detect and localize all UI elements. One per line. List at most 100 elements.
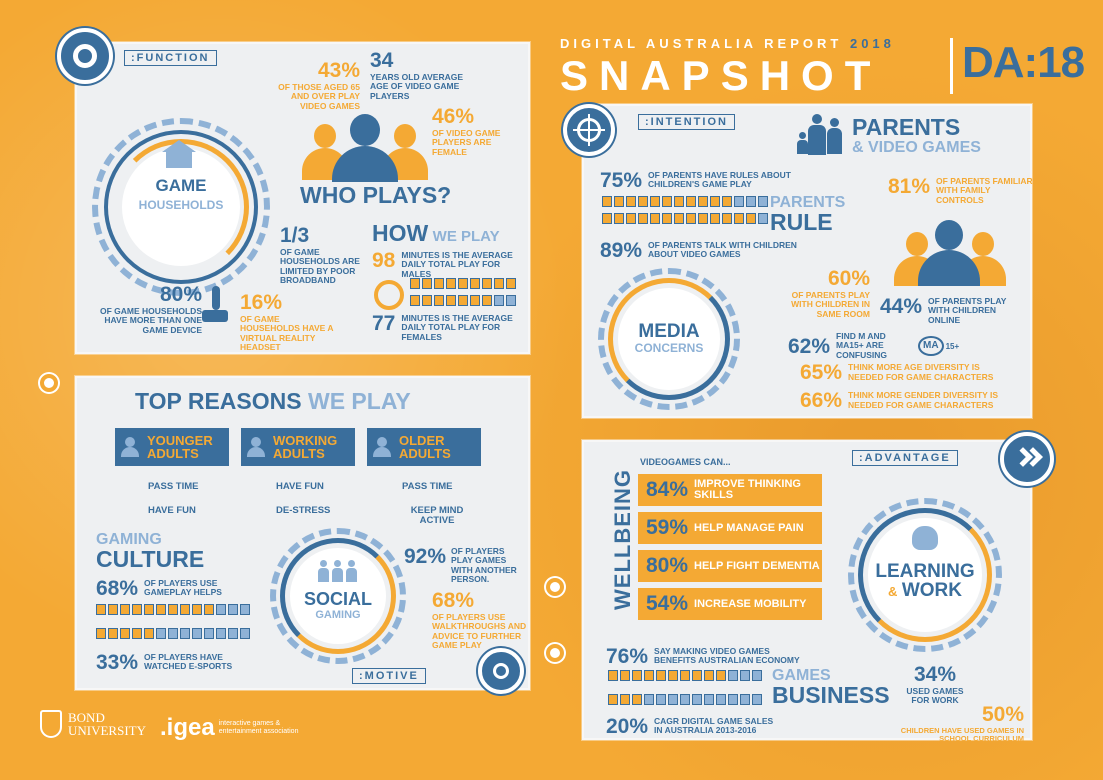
game-households-line1: GAME <box>155 176 207 195</box>
stat-43-value: 43% <box>317 59 360 82</box>
stat-66-value: 66% <box>800 389 843 412</box>
stat-89: 89% OF PARENTS TALK WITH CHILDREN ABOUT … <box>600 240 808 261</box>
joystick-icon <box>202 286 228 326</box>
people-icon <box>300 112 430 182</box>
gaming-culture-a: GAMING <box>96 531 162 548</box>
younger-reason-1: PASS TIME <box>148 481 199 492</box>
stat-68a: 68% OF PLAYERS USE GAMEPLAY HELPS <box>96 578 240 599</box>
ma-icon: MA <box>918 336 944 357</box>
stat-76: 76% SAY MAKING VIDEO GAMES BENEFITS AUST… <box>606 646 814 667</box>
thinking-pct: 84% <box>646 478 689 501</box>
report-title: SNAPSHOT <box>560 52 882 99</box>
females-bar <box>410 295 516 306</box>
shield-icon <box>40 710 62 738</box>
parents-heading-a: PARENTS <box>852 114 961 140</box>
medal-icon <box>478 648 524 694</box>
stat-1-3-value: 1/3 <box>280 224 310 247</box>
stat-68a-text: OF PLAYERS USE GAMEPLAY HELPS <box>144 578 222 598</box>
working-reason-1: HAVE FUN <box>276 481 324 492</box>
dementia-text: HELP FIGHT DEMENTIA <box>694 559 820 572</box>
stat-77-text: MINUTES IS THE AVERAGE DAILY TOTAL PLAY … <box>401 313 513 342</box>
stat-44-value: 44% <box>880 295 923 318</box>
stat-76-text: SAY MAKING VIDEO GAMES BENEFITS AUSTRALI… <box>654 646 800 666</box>
younger-label-b: ADULTS <box>147 446 199 461</box>
bond-text-b: UNIVERSITY <box>68 723 146 738</box>
media-label-b: CONCERNS <box>634 341 704 355</box>
mobility-pct: 54% <box>646 592 689 615</box>
younger-adults-box: YOUNGER ADULTS <box>115 428 229 466</box>
social-gaming-label: SOCIAL GAMING <box>290 590 386 622</box>
ma-suffix: 15+ <box>945 341 960 351</box>
parents-video-games-heading: PARENTS & VIDEO GAMES <box>852 116 981 157</box>
stat-60-text: OF PARENTS PLAY WITH CHILDREN IN SAME RO… <box>791 290 870 319</box>
stat-80-text: OF GAME HOUSEHOLDS HAVE MORE THAN ONE GA… <box>99 306 202 335</box>
dementia-pct: 80% <box>646 554 689 577</box>
parents-rule-a: PARENTS <box>770 194 846 211</box>
stat-68a-value: 68% <box>96 577 139 600</box>
stat-80: 80% OF GAME HOUSEHOLDS HAVE MORE THAN ON… <box>82 284 202 335</box>
stat-46: 46% OF VIDEO GAME PLAYERS ARE FEMALE <box>432 106 512 157</box>
stat-44-text: OF PARENTS PLAY WITH CHILDREN ONLINE <box>928 296 1007 325</box>
pain-text: HELP MANAGE PAIN <box>694 521 804 534</box>
stat-34-work-value: 34% <box>913 663 957 686</box>
subtitle-year: 2018 <box>849 36 895 51</box>
learning-work-label: LEARNING & WORK <box>868 562 982 602</box>
igea-subtext: interactive games & entertainment associ… <box>218 720 299 735</box>
learning-amp: & <box>888 584 898 599</box>
stat-81-value: 81% <box>888 175 931 198</box>
pain-pct: 59% <box>646 516 689 539</box>
stat-20-text: CAGR DIGITAL GAME SALES IN AUSTRALIA 201… <box>654 716 774 736</box>
clock-icon <box>374 280 404 310</box>
talk-bar <box>602 213 768 224</box>
games-business-b: BUSINESS <box>772 682 890 708</box>
game-households-ring-inner <box>104 130 258 284</box>
older-reason-2: KEEP MIND ACTIVE <box>410 505 464 527</box>
stat-34-work: 34% USED GAMES FOR WORK <box>900 664 970 706</box>
report-subtitle: DIGITAL AUSTRALIA REPORT 2018 <box>560 36 895 51</box>
stat-62: 62% FIND M AND MA15+ ARE CONFUSING MA 15… <box>788 331 960 360</box>
stat-20: 20% CAGR DIGITAL GAME SALES IN AUSTRALIA… <box>606 716 784 737</box>
ma15-badge: MA 15+ <box>918 336 960 357</box>
chevron-right-icon <box>1000 432 1054 486</box>
stat-62-text: FIND M AND MA15+ ARE CONFUSING <box>836 331 888 360</box>
stat-89-value: 89% <box>600 239 643 262</box>
da18-logo: DA:18 <box>962 38 1085 87</box>
working-adults-box: WORKING ADULTS <box>241 428 355 466</box>
stat-66-text: THINK MORE GENDER DIVERSITY IS NEEDED FO… <box>848 390 999 410</box>
stat-92-value: 92% <box>404 545 447 568</box>
media-label-a: MEDIA <box>638 321 700 342</box>
igea-logo: .igea interactive games & entertainment … <box>160 716 311 740</box>
stat-60: 60% OF PARENTS PLAY WITH CHILDREN IN SAM… <box>790 268 870 319</box>
social-gaming-ring-orange <box>280 538 396 654</box>
gaming-culture-b: CULTURE <box>96 546 205 572</box>
intention-tag: :INTENTION <box>638 114 735 130</box>
stat-81-text: OF PARENTS FAMILIAR WITH FAMILY CONTROLS <box>936 176 1033 205</box>
economy-bar <box>608 670 762 681</box>
stat-77: 77 MINUTES IS THE AVERAGE DAILY TOTAL PL… <box>372 313 531 342</box>
stat-77-value: 77 <box>372 312 396 335</box>
crosshair-icon <box>563 104 615 156</box>
game-households-ring <box>92 118 270 296</box>
stat-68b-text: OF PLAYERS USE WALKTHROUGHS AND ADVICE T… <box>432 612 527 651</box>
user-icon <box>247 437 265 457</box>
how-we-play-heading: HOW WE PLAY <box>372 220 500 247</box>
stat-89-text: OF PARENTS TALK WITH CHILDREN ABOUT VIDE… <box>648 240 797 260</box>
user-icon <box>373 437 391 457</box>
who-plays-heading: WHO PLAYS? <box>300 182 452 208</box>
stat-16-text: OF GAME HOUSEHOLDS HAVE A VIRTUAL REALIT… <box>240 314 334 353</box>
user-icon <box>121 437 139 457</box>
social-label-b: GAMING <box>315 609 361 621</box>
parents-rule-b: RULE <box>770 209 833 235</box>
stat-16: 16% OF GAME HOUSEHOLDS HAVE A VIRTUAL RE… <box>240 292 340 352</box>
stat-50: 50% CHILDREN HAVE USED GAMES IN SCHOOL C… <box>888 704 1024 744</box>
bond-university-logo: BOND UNIVERSITY <box>40 710 146 738</box>
stat-65-text: THINK MORE AGE DIVERSITY IS NEEDED FOR G… <box>848 362 994 382</box>
older-label-a: OLDER <box>399 433 445 448</box>
younger-label-a: YOUNGER <box>147 433 213 448</box>
stat-33-value: 33% <box>96 651 139 674</box>
connector-dot <box>546 644 564 662</box>
stat-50-text: CHILDREN HAVE USED GAMES IN SCHOOL CURRI… <box>900 726 1024 744</box>
wellbeing-bar-dementia: 80% HELP FIGHT DEMENTIA <box>638 550 822 582</box>
thinking-text: IMPROVE THINKING SKILLS <box>694 478 801 501</box>
connector-dot <box>546 578 564 596</box>
